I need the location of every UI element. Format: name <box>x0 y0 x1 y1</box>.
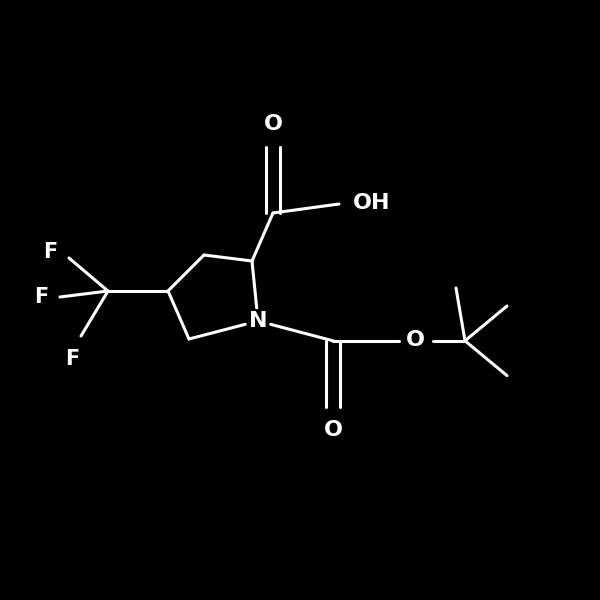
Text: F: F <box>43 242 57 262</box>
Text: N: N <box>249 311 267 331</box>
Text: F: F <box>65 349 79 369</box>
Text: O: O <box>263 114 283 134</box>
Text: O: O <box>323 419 343 440</box>
Text: F: F <box>34 287 48 307</box>
Text: O: O <box>406 329 425 350</box>
Text: OH: OH <box>353 193 391 213</box>
